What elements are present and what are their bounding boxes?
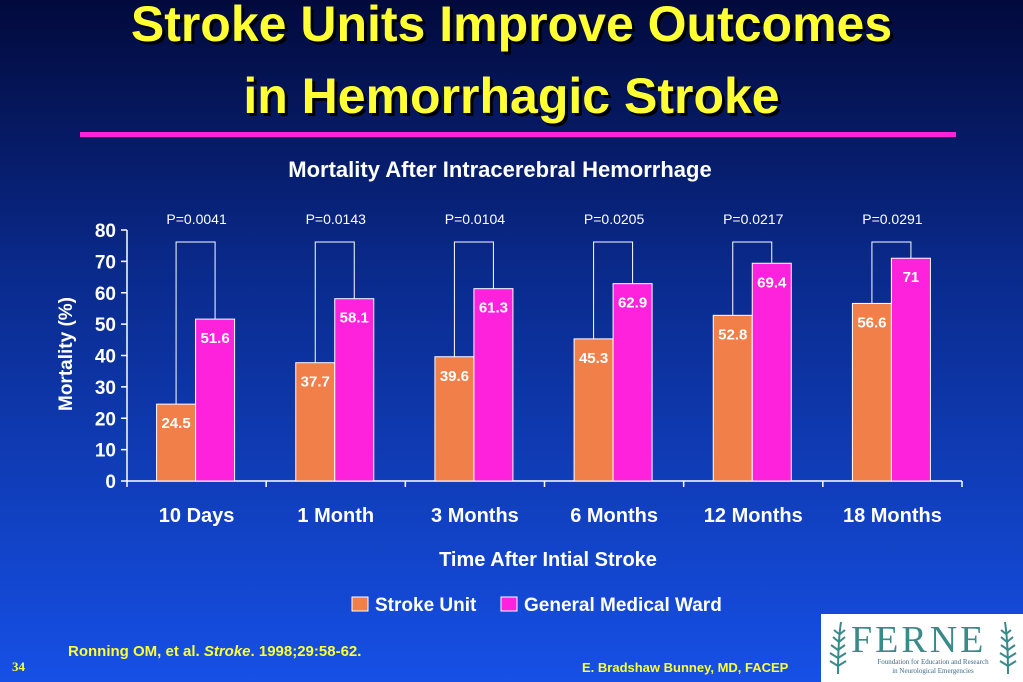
x-tick-label: 10 Days [159, 505, 235, 527]
data-label-general-ward: 51.6 [200, 330, 229, 347]
y-tick-label: 40 [95, 347, 116, 368]
plot-area: 0 10 20 30 40 50 60 70 80 24.5 51.6 P=0.0041 10 Days… [95, 211, 963, 527]
ferne-logo: FERNE Foundation for Education and Resea… [821, 614, 1023, 682]
bar-general-ward [890, 257, 931, 482]
significance-bracket [453, 241, 494, 357]
x-tick-label: 3 Months [431, 505, 519, 527]
logo-subtitle: Foundation for Education and Research in … [863, 658, 1003, 676]
bar-general-ward [473, 288, 514, 482]
author-credit: E. Bradshaw Bunney, MD, FACEP [582, 660, 789, 675]
significance-bracket [871, 241, 912, 304]
page-number: 34 [12, 659, 25, 674]
y-tick-label: 70 [95, 252, 116, 273]
data-label-general-ward: 62.9 [618, 295, 647, 312]
legend-label-general-ward: General Medical Ward [524, 595, 722, 616]
logo-subtitle-line2: in Neurological Emergencies [892, 667, 974, 675]
chart-title: Mortality After Intracerebral Hemorrhage [288, 157, 711, 182]
significance-bracket [314, 241, 355, 363]
slide-title-line1: Stroke Units Improve Outcomes [130, 0, 893, 52]
y-tick-label: 10 [95, 441, 116, 462]
citation: Ronning OM, et al. Stroke. 1998;29:58-62… [68, 643, 361, 660]
legend: Stroke Unit General Medical Ward [351, 595, 722, 616]
x-axis-label: Time After Intial Stroke [439, 549, 657, 571]
x-tick-label: 1 Month [297, 505, 374, 527]
legend-swatch-general-ward [500, 596, 518, 612]
y-tick-label: 30 [95, 378, 116, 399]
logo-wordmark: FERNE [851, 619, 987, 661]
y-tick-label: 0 [105, 472, 116, 493]
title-divider [80, 132, 956, 137]
significance-bracket [175, 241, 216, 405]
y-tick-label: 60 [95, 284, 116, 305]
data-label-stroke-unit: 52.8 [718, 326, 747, 343]
data-label-general-ward: 58.1 [340, 310, 369, 327]
x-tick-label: 18 Months [843, 505, 942, 527]
fern-leaf-icon-right [999, 621, 1017, 675]
p-value-label: P=0.0104 [445, 211, 506, 227]
x-tick-label: 6 Months [570, 505, 658, 527]
bar-general-ward [195, 318, 236, 482]
bar-general-ward [751, 262, 792, 482]
bar-stroke-unit [573, 338, 614, 482]
legend-swatch-stroke-unit [351, 596, 369, 612]
y-tick-label: 50 [95, 315, 116, 336]
y-tick-label: 80 [95, 221, 116, 242]
citation-journal: Stroke [203, 643, 251, 660]
slide-title-line2: in Hemorrhagic Stroke [243, 68, 780, 124]
p-value-label: P=0.0205 [584, 211, 645, 227]
significance-bracket [593, 241, 634, 339]
y-tick-label: 20 [95, 409, 116, 430]
data-label-stroke-unit: 24.5 [161, 415, 190, 432]
data-label-general-ward: 61.3 [479, 300, 508, 317]
p-value-label: P=0.0217 [723, 211, 784, 227]
bar-stroke-unit [851, 302, 892, 482]
x-tick-label: 12 Months [704, 505, 803, 527]
bar-general-ward [334, 298, 375, 482]
data-label-general-ward: 69.4 [757, 274, 787, 291]
citation-authors: Ronning OM, et al. [68, 643, 204, 660]
data-label-stroke-unit: 56.6 [857, 314, 886, 331]
data-label-stroke-unit: 39.6 [440, 368, 469, 385]
data-label-stroke-unit: 45.3 [579, 350, 608, 367]
p-value-label: P=0.0291 [862, 211, 923, 227]
p-value-label: P=0.0143 [306, 211, 367, 227]
bar-general-ward [612, 283, 653, 482]
fern-leaf-icon [829, 621, 847, 675]
bar-stroke-unit [434, 356, 475, 482]
data-label-general-ward: 71 [903, 269, 920, 286]
logo-subtitle-line1: Foundation for Education and Research [877, 658, 989, 666]
bar-stroke-unit [156, 403, 197, 482]
citation-details: . 1998;29:58-62. [250, 643, 362, 660]
significance-bracket [732, 241, 773, 316]
y-axis-label: Mortality (%) [56, 297, 77, 411]
p-value-label: P=0.0041 [166, 211, 227, 227]
bar-stroke-unit [712, 314, 753, 482]
data-label-stroke-unit: 37.7 [301, 374, 330, 391]
legend-label-stroke-unit: Stroke Unit [375, 595, 477, 616]
